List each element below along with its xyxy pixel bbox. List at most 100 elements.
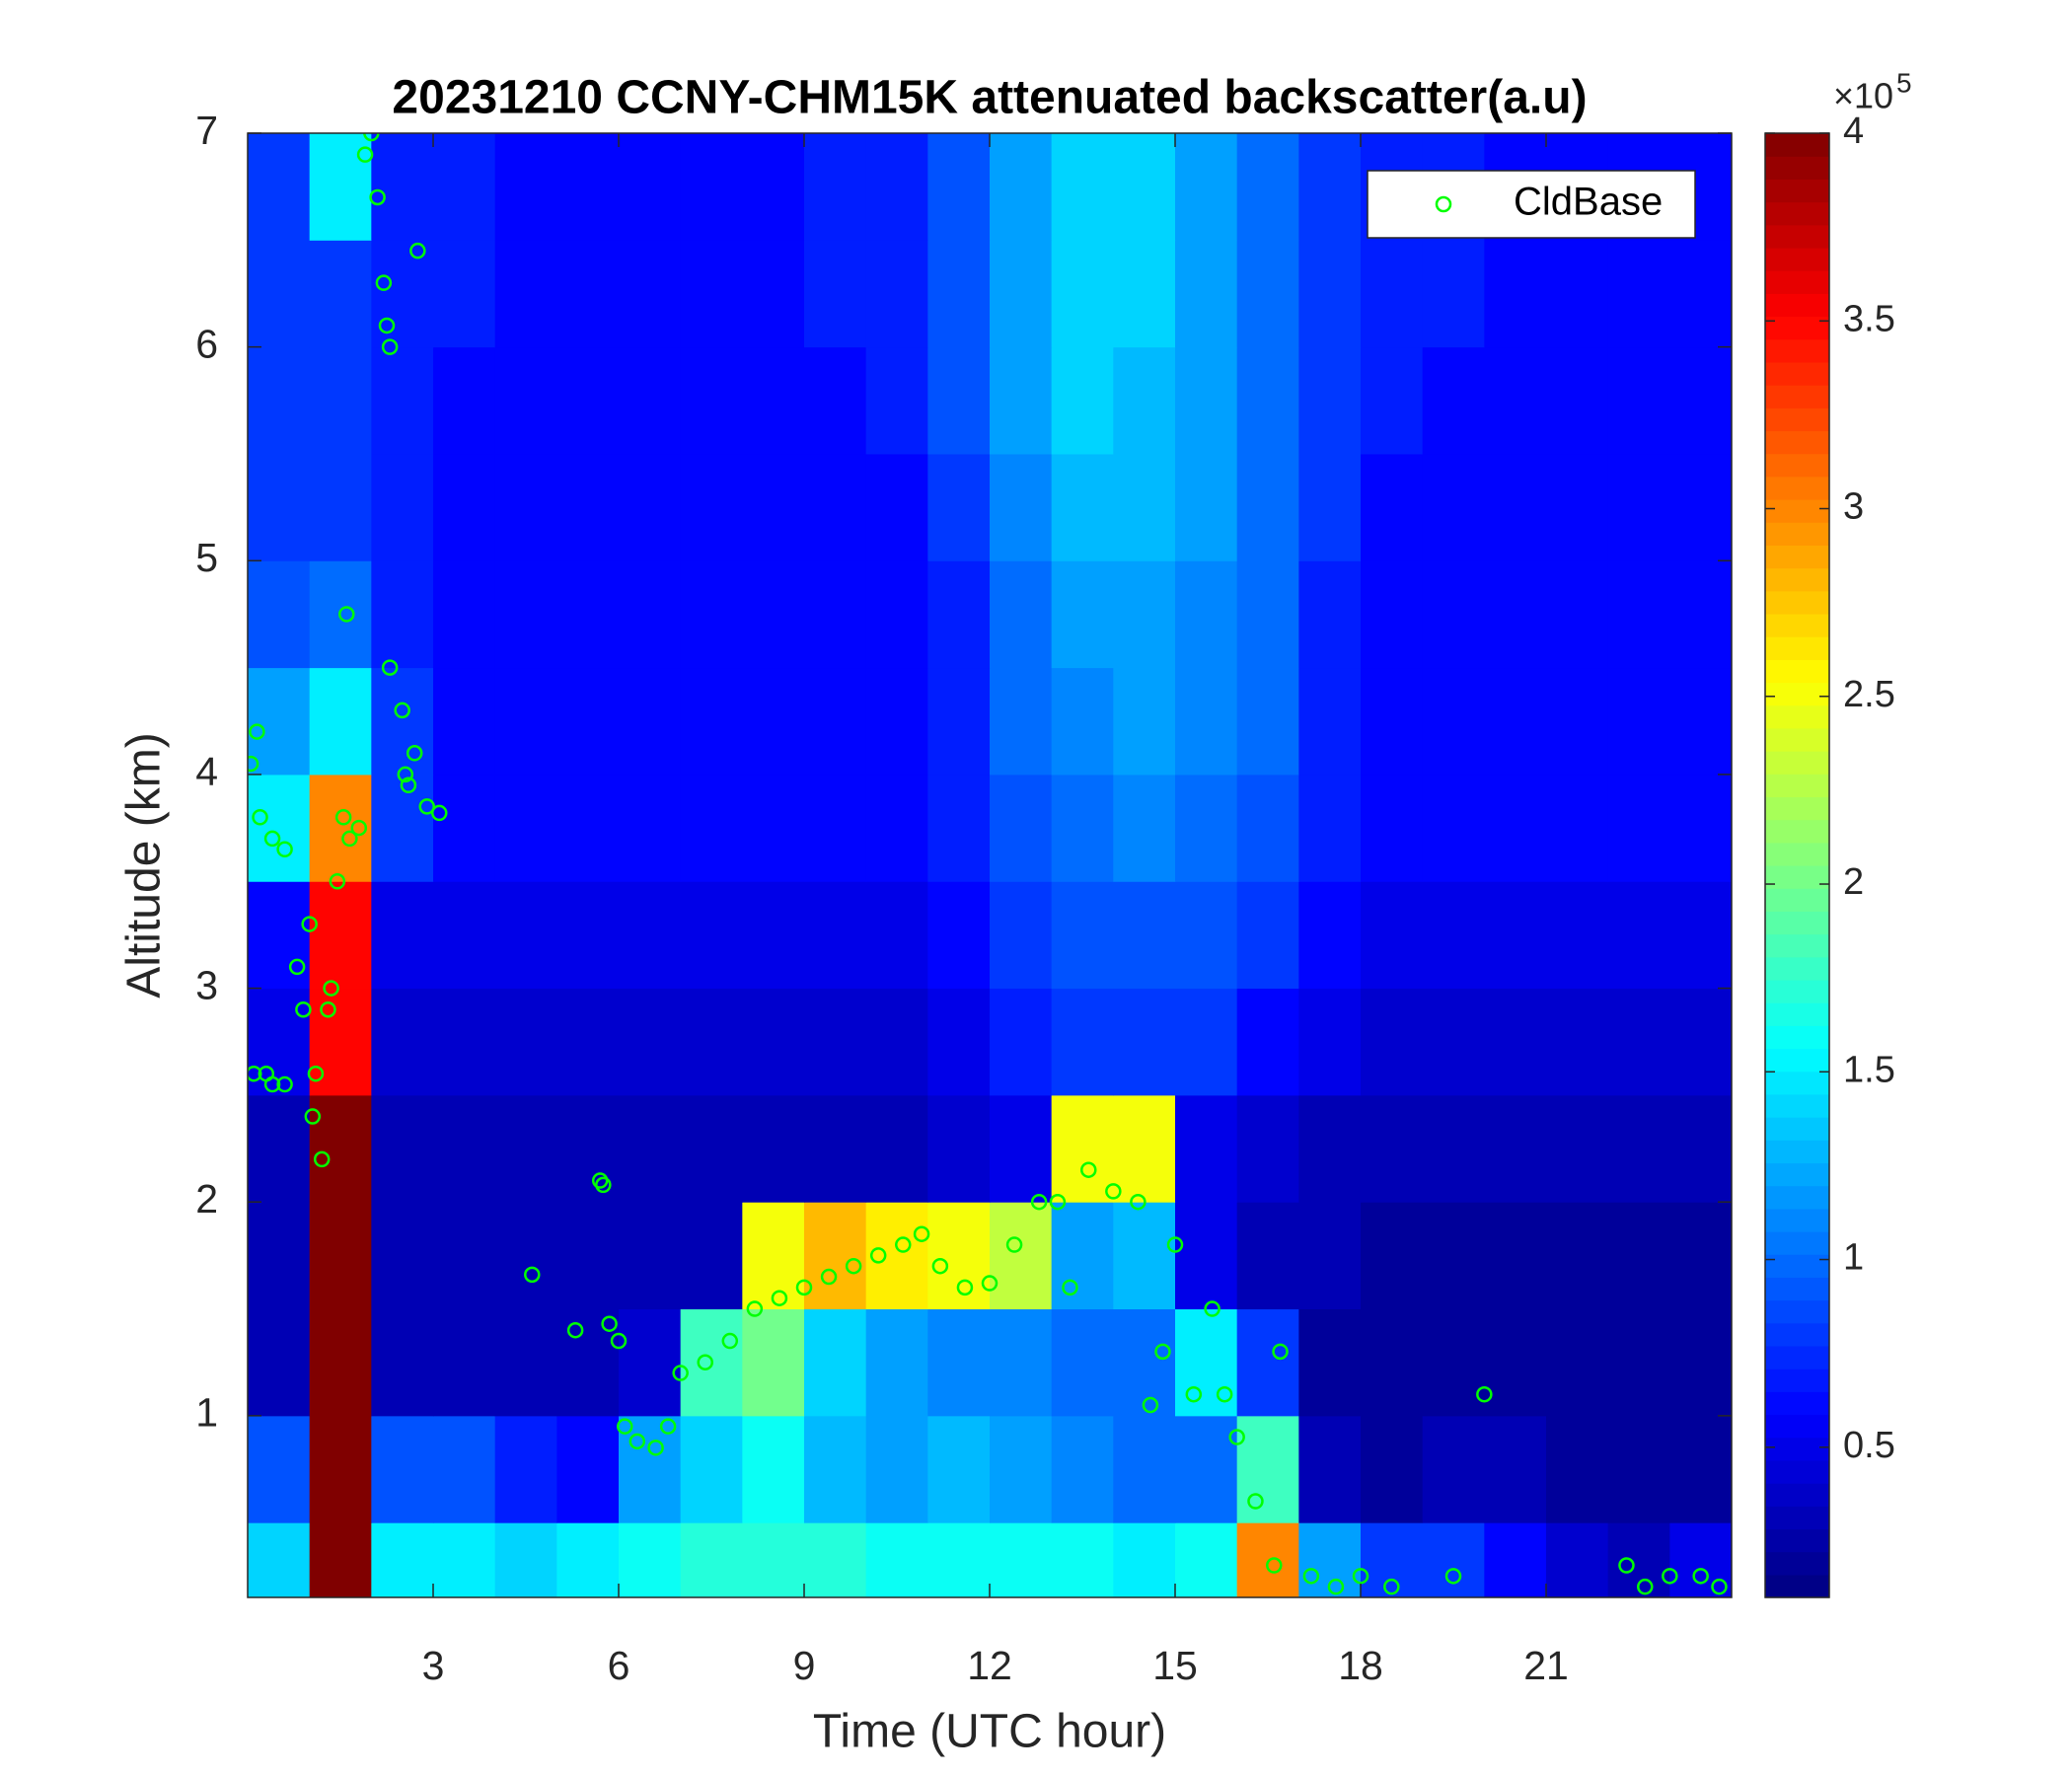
heatmap-cell [371, 774, 434, 882]
heatmap-cell [1113, 1202, 1176, 1310]
heatmap-cell [371, 1308, 434, 1417]
heatmap-cell [865, 240, 928, 348]
colorbar-segment [1765, 590, 1829, 615]
heatmap-cell [804, 453, 867, 561]
heatmap-cell [1484, 1522, 1547, 1597]
heatmap-cell [556, 1415, 620, 1523]
colorbar-segment [1765, 888, 1829, 912]
colorbar-segment [1765, 1254, 1829, 1278]
colorbar-segment [1765, 156, 1829, 180]
heatmap-cell [494, 774, 557, 882]
colorbar-segment [1765, 979, 1829, 1003]
heatmap-cell [494, 560, 557, 669]
heatmap-cell [742, 560, 805, 669]
heatmap-cell [742, 453, 805, 561]
colorbar-segment [1765, 1185, 1829, 1210]
colorbar-segment [1765, 659, 1829, 684]
cloud-base-point [1692, 1568, 1709, 1585]
heatmap-cell [742, 240, 805, 348]
heatmap-cell [1422, 453, 1485, 561]
colorbar-segment [1765, 1414, 1829, 1439]
heatmap-cell [556, 881, 620, 990]
heatmap-cell [804, 1202, 867, 1310]
heatmap-cell [742, 667, 805, 776]
heatmap-cell [556, 240, 620, 348]
heatmap-cell [1422, 1415, 1485, 1523]
cloud-base-point [400, 777, 417, 794]
heatmap-cell [371, 133, 434, 241]
heatmap-cell [1422, 560, 1485, 669]
heatmap-cell [804, 1094, 867, 1203]
heatmap-cell [1051, 988, 1114, 1096]
y-tick-label: 1 [195, 1390, 218, 1436]
heatmap-cell [927, 453, 991, 561]
heatmap-cell [1236, 988, 1299, 1096]
cloud-base-point [334, 809, 352, 826]
heatmap-cell [1236, 453, 1299, 561]
heatmap-cell [742, 988, 805, 1096]
cloud-base-point [595, 1176, 612, 1194]
colorbar-segment [1765, 361, 1829, 386]
cloud-base-point [1005, 1236, 1023, 1253]
heatmap-cell [1546, 240, 1609, 348]
chart-title: 20231210 CCNY-CHM15K attenuated backscat… [392, 72, 1587, 124]
cloud-base-point [659, 1418, 677, 1435]
cloud-base-point [795, 1279, 813, 1296]
heatmap-cell [990, 1094, 1053, 1203]
heatmap-cell [680, 881, 743, 990]
heatmap-cell [433, 1415, 496, 1523]
heatmap-cell [248, 346, 311, 455]
heatmap-cell [1607, 560, 1670, 669]
colorbar-segment [1765, 1299, 1829, 1324]
heatmap-cell [1484, 881, 1547, 990]
heatmap-cell [1361, 1202, 1424, 1310]
heatmap-cell [742, 133, 805, 241]
heatmap-cell [556, 1094, 620, 1203]
heatmap-cell [1669, 988, 1732, 1096]
cloud-base-point [1272, 1343, 1289, 1361]
heatmap-cell [433, 346, 496, 455]
cloud-base-point [1266, 1557, 1283, 1574]
heatmap-cell [556, 1522, 620, 1597]
heatmap-cell [371, 881, 434, 990]
heatmap-cell [990, 774, 1053, 882]
heatmap-cell [1051, 346, 1114, 455]
heatmap-cell [1607, 1202, 1670, 1310]
heatmap-cell [309, 133, 372, 241]
heatmap-cell [1607, 667, 1670, 776]
colorbar-segment [1765, 1506, 1829, 1530]
heatmap-cell [248, 774, 311, 882]
colorbar-segment [1765, 1459, 1829, 1484]
heatmap-cell [1669, 1308, 1732, 1417]
colorbar-segment [1765, 499, 1829, 523]
heatmap-cell [1113, 560, 1176, 669]
heatmap-cell [556, 667, 620, 776]
heatmap-cell [494, 240, 557, 348]
heatmap-cell [1361, 1522, 1424, 1597]
heatmap-cell [1236, 1202, 1299, 1310]
colorbar-tick-label: 3.5 [1843, 298, 1895, 339]
heatmap-cell [1298, 988, 1362, 1096]
heatmap-cell [1236, 560, 1299, 669]
heatmap-cell [804, 133, 867, 241]
cloud-base-point [1105, 1183, 1122, 1200]
cloud-base-point [1130, 1193, 1147, 1211]
heatmap-cell [990, 560, 1053, 669]
cloud-base-point [1228, 1429, 1245, 1445]
heatmap-cell [309, 667, 372, 776]
heatmap-cell [865, 667, 928, 776]
heatmap-cell [804, 240, 867, 348]
heatmap-cell [371, 1415, 434, 1523]
heatmap-cell [990, 667, 1053, 776]
x-tick-label: 3 [422, 1643, 445, 1688]
cloud-base-point [288, 958, 306, 976]
heatmap-cell [1546, 667, 1609, 776]
heatmap-cell [990, 453, 1053, 561]
heatmap-cell [1175, 133, 1238, 241]
heatmap-cell [619, 453, 682, 561]
heatmap-cell [927, 1522, 991, 1597]
cloud-base-point [394, 702, 410, 719]
heatmap-cell [927, 240, 991, 348]
legend-label: CldBase [1514, 181, 1663, 224]
heatmap-cell [865, 133, 928, 241]
